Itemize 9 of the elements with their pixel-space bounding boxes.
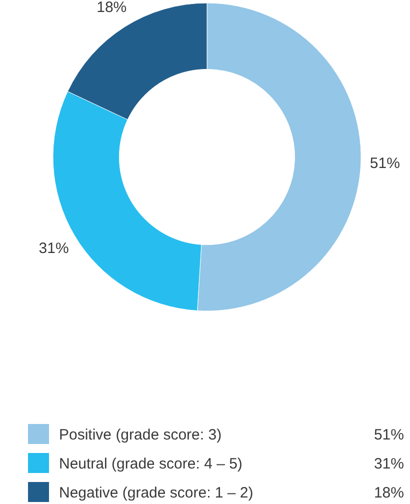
data-label: 51% <box>370 154 400 172</box>
legend-label: Neutral (grade score: 4 – 5) <box>59 455 242 472</box>
data-label: 31% <box>38 240 69 257</box>
data-label: 18% <box>96 0 127 16</box>
text: 51% <box>374 426 404 444</box>
legend-label: Negative (grade score: 1 – 2) <box>59 484 254 502</box>
text: 18% <box>374 484 404 502</box>
text: 31% <box>374 455 404 472</box>
legend-label: Positive (grade score: 3) <box>59 426 222 444</box>
